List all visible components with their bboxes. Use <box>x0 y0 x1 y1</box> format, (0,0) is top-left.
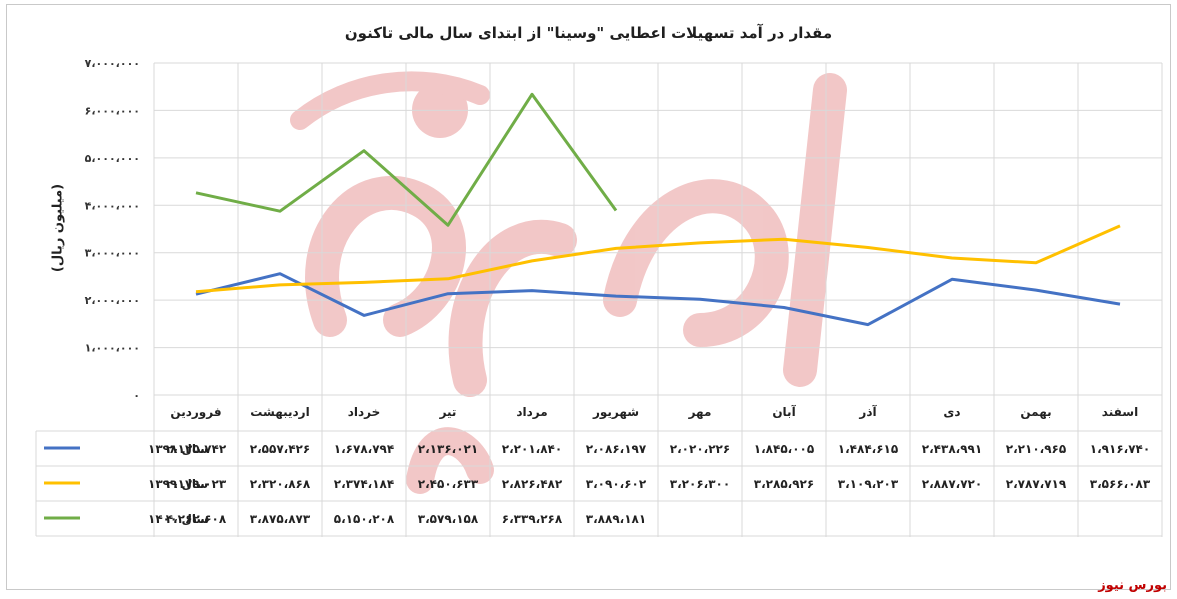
category-label: آذر <box>858 404 877 419</box>
category-label: فروردین <box>170 405 221 420</box>
category-label: شهریور <box>592 405 639 420</box>
table-cell: ۳،۲۰۶،۳۰۰ <box>670 477 730 491</box>
table-cell: ۲،۳۷۴،۱۸۴ <box>334 477 394 491</box>
category-label: تیر <box>439 405 457 419</box>
table-cell: ۲،۱۲۵،۷۴۲ <box>166 442 227 456</box>
table-cell: ۳،۲۸۵،۹۲۶ <box>754 477 814 491</box>
table-cell: ۲،۰۲۰،۲۲۶ <box>670 442 730 456</box>
table-cell: ۱،۶۷۸،۷۹۴ <box>334 442 394 456</box>
table-cell: ۲،۲۰۱،۸۴۰ <box>502 442 562 456</box>
y-tick-label: ۴،۰۰۰،۰۰۰ <box>85 199 140 212</box>
table-cell: ۳،۱۰۹،۲۰۳ <box>838 477 899 491</box>
table-cell: ۲،۳۲۰،۸۶۸ <box>250 477 311 491</box>
legend-label-2: سال ۱۳۹۹ <box>148 477 208 491</box>
y-tick-label: ۲،۰۰۰،۰۰۰ <box>85 294 140 307</box>
table-cell: ۳،۵۷۹،۱۵۸ <box>418 512 479 526</box>
y-tick-label: ۳،۰۰۰،۰۰۰ <box>85 247 140 260</box>
gridlines <box>153 62 1163 537</box>
category-label: مرداد <box>516 405 547 419</box>
chart-frame <box>6 4 1171 590</box>
series-lines <box>195 92 1121 327</box>
y-tick-label: ۵،۰۰۰،۰۰۰ <box>85 152 140 165</box>
y-tick-label: ۷،۰۰۰،۰۰۰ <box>85 57 140 70</box>
legend-label-1: سال ۱۳۹۸ <box>148 442 208 456</box>
series-line-3 <box>195 92 618 227</box>
table-cell: ۳،۵۶۶،۰۸۳ <box>1090 477 1151 491</box>
category-label: آبان <box>772 404 796 419</box>
y-tick-label: ۶،۰۰۰،۰۰۰ <box>85 104 140 117</box>
table-cell: ۱،۹۱۶،۷۴۰ <box>1090 442 1150 456</box>
series-line-1 <box>195 272 1121 327</box>
table-cell: ۲،۵۵۷،۴۲۶ <box>250 442 310 456</box>
category-label: خرداد <box>348 405 381 419</box>
chart-title: مقدار در آمد تسهیلات اعطایی "وسینا" از ا… <box>344 24 833 42</box>
table-cell: ۱،۸۴۵،۰۰۵ <box>754 442 814 456</box>
category-label: مهر <box>688 405 712 419</box>
table-cell: ۲،۸۲۶،۴۸۲ <box>502 477 563 491</box>
watermark-logo <box>290 71 847 494</box>
category-label: اردیبهشت <box>250 405 309 419</box>
table-cell: ۴،۲۶۲،۶۰۸ <box>166 512 227 526</box>
source-watermark: بورس نیوز <box>1098 578 1167 593</box>
table-cell: ۲،۴۳۸،۹۹۱ <box>922 442 982 456</box>
category-label: اسفند <box>1102 405 1138 419</box>
table-cell: ۳،۰۹۰،۶۰۲ <box>586 477 647 491</box>
category-label: دی <box>943 405 960 419</box>
table-cell: ۳،۸۸۹،۱۸۱ <box>586 512 646 526</box>
table-cell: ۲،۷۸۷،۷۱۹ <box>1006 477 1067 491</box>
category-label: بهمن <box>1020 405 1051 419</box>
table-cell: ۲،۱۳۶،۰۲۱ <box>418 442 478 456</box>
table-cell: ۱،۴۸۴،۶۱۵ <box>838 442 898 456</box>
table-cell: ۳،۸۷۵،۸۷۳ <box>250 512 311 526</box>
table-cell: ۲،۰۸۶،۱۹۷ <box>586 442 647 456</box>
table-cell: ۲،۴۵۰،۶۳۳ <box>418 477 479 491</box>
table-cell: ۲،۸۸۷،۷۲۰ <box>922 477 982 491</box>
y-tick-label: ۱،۰۰۰،۰۰۰ <box>85 342 140 355</box>
data-table: فروردین اردیبهشت خرداد تیر مرداد شهریور مهر آبا… <box>35 404 1162 537</box>
table-cell: ۵،۱۵۰،۲۰۸ <box>334 512 395 526</box>
y-tick-label: ۰ <box>133 389 140 402</box>
series-line-2 <box>195 224 1121 294</box>
table-cell: ۲،۲۱۰،۹۶۵ <box>1006 442 1066 456</box>
table-cell: ۶،۳۳۹،۲۶۸ <box>502 512 563 526</box>
table-cell: ۲،۱۷۹،۰۲۳ <box>166 477 227 491</box>
legend-label-3: سال ۱۴۰۰ <box>148 512 208 526</box>
y-axis-ticks: ۰ ۱،۰۰۰،۰۰۰ ۲،۰۰۰،۰۰۰ ۳،۰۰۰،۰۰۰ ۴،۰۰۰،۰۰۰ ۵،۰… <box>85 57 140 402</box>
